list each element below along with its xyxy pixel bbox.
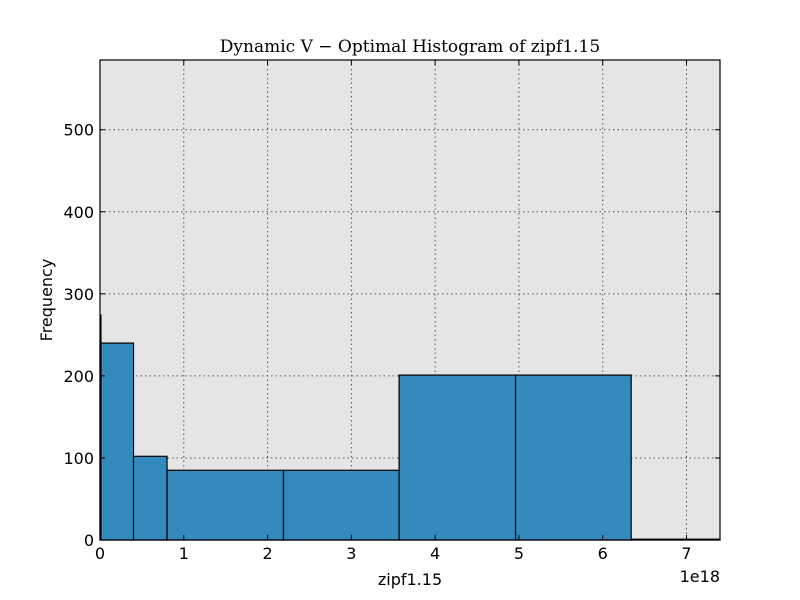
grid-lines [100, 60, 720, 540]
y-tick-label: 400 [63, 203, 94, 222]
x-tick-label: 3 [346, 544, 356, 563]
y-tick-label: 100 [63, 449, 94, 468]
x-tick-label: 4 [430, 544, 440, 563]
y-tick-label: 300 [63, 285, 94, 304]
histogram-bar-1 [99, 342, 135, 541]
histogram-bars [99, 314, 721, 541]
x-tick-label: 5 [514, 544, 524, 563]
y-tick-label: 500 [63, 121, 94, 140]
histogram-bar-5 [398, 374, 517, 541]
x-tick-label: 0 [95, 544, 105, 563]
x-tick-label: 2 [262, 544, 272, 563]
axis-ticks: 0 1 2 3 4 5 6 7 0 100 200 300 400 500 [63, 60, 720, 563]
x-tick-label: 1 [179, 544, 189, 563]
x-tick-label: 7 [681, 544, 691, 563]
y-tick-label: 200 [63, 367, 94, 386]
histogram-bar-3 [166, 469, 285, 541]
x-tick-label: 6 [598, 544, 608, 563]
x-offset-label: 1e18 [680, 567, 720, 586]
plot-frame [99, 59, 721, 541]
histogram-bar-2 [132, 455, 168, 541]
histogram-bar-4 [282, 469, 400, 541]
chart-title: Dynamic V − Optimal Histogram of zipf1.1… [220, 37, 600, 57]
x-axis-label: zipf1.15 [378, 570, 442, 589]
y-axis-label: Frequency [37, 259, 56, 342]
y-tick-label: 0 [84, 531, 94, 550]
histogram-bar-6 [514, 374, 632, 541]
